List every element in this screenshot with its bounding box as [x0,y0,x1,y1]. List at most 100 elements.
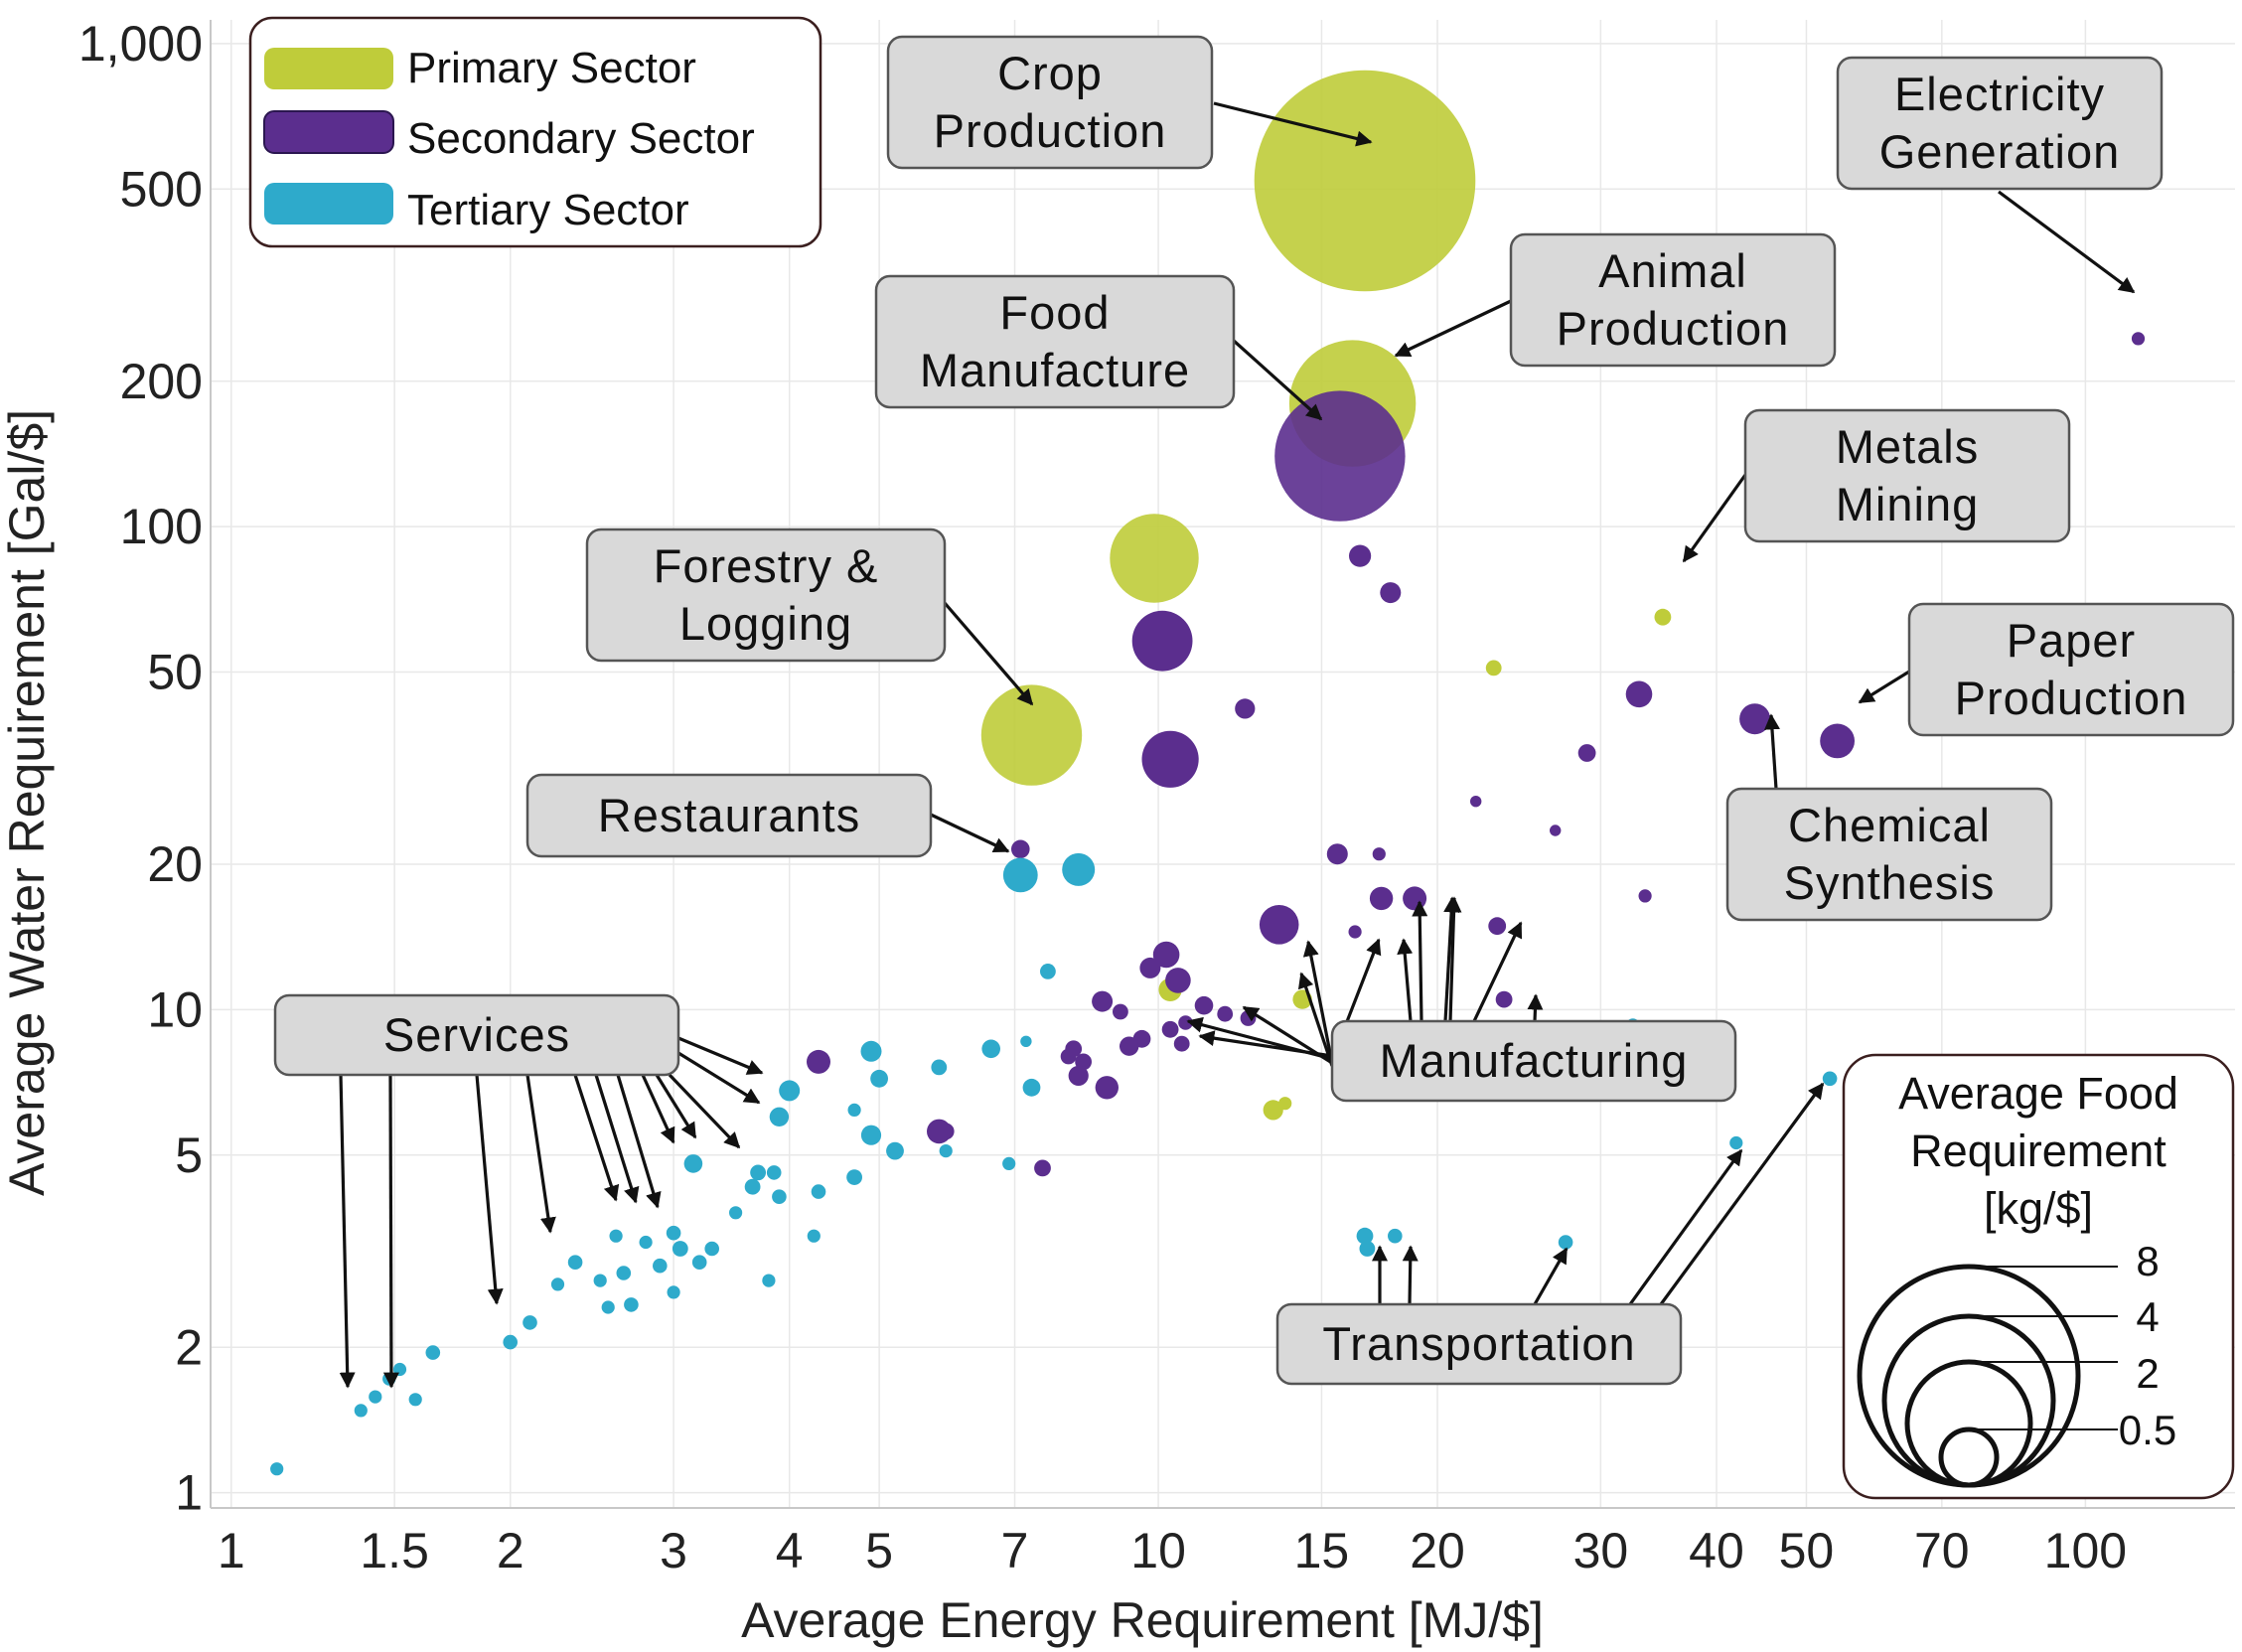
secondary-sector-bubble [1625,680,1653,708]
tertiary-sector-bubble [1040,964,1056,979]
callout-arrow [475,1074,504,1305]
tertiary-sector-bubble [1002,857,1038,893]
secondary-sector-bubble [1217,1005,1234,1022]
callout-box [1509,232,1837,368]
tertiary-sector-bubble [1022,1078,1041,1097]
primary-sector-bubble [1110,514,1199,603]
secondary-sector-bubble [807,1049,830,1074]
secondary-sector-bubble [1488,917,1507,936]
tertiary-sector-bubble [382,1372,396,1386]
callout-label: Production [934,104,1167,157]
callout-arrow [1763,713,1780,790]
tertiary-sector-bubble [931,1059,948,1076]
secondary-sector-bubble [1092,990,1114,1012]
callout-arrow [1394,299,1512,358]
callout-arrow [1297,972,1334,1067]
callout-box [273,993,680,1077]
callout-arrow [1213,101,1373,147]
tertiary-sector-bubble [666,1225,681,1241]
secondary-sector-bubble [1577,744,1596,762]
callout-box [585,527,947,663]
tertiary-sector-bubble [1729,1135,1743,1150]
callout-label: Services [383,1008,570,1061]
x-tick-label: 3 [660,1523,687,1578]
primary-sector-bubble [1485,660,1502,676]
callout-label: Logging [679,597,852,650]
callout-label: Chemical [1788,799,1991,851]
callout-arrow [943,601,1034,706]
tertiary-sector-bubble [766,1165,782,1180]
callout-arrow [573,1074,620,1202]
callout-label: Food [999,286,1110,339]
callout-arrow [594,1074,640,1204]
y-tick-label: 10 [147,981,203,1037]
tertiary-sector-bubble [1822,1071,1838,1087]
tertiary-sector-bubble [369,1390,382,1404]
x-tick-label: 70 [1914,1523,1970,1578]
secondary-sector-bubble [1068,1065,1089,1086]
callout-arrow [1443,896,1460,1022]
secondary-sector-bubble [1470,796,1482,808]
tertiary-sector-bubble [567,1255,583,1270]
secondary-sector-bubble [1141,730,1199,788]
callout-label: Manufacture [920,344,1190,396]
secondary-sector-bubble [1139,957,1161,978]
secondary-sector-bubble [927,1119,952,1144]
x-tick-label: 15 [1294,1523,1350,1578]
callout-label: Restaurants [598,789,860,841]
tertiary-sector-bubble [1002,1156,1016,1170]
x-tick-label: 7 [1001,1523,1029,1578]
tertiary-sector-bubble [425,1345,441,1360]
callout-box [1836,56,2164,191]
tertiary-sector-bubble [503,1334,518,1350]
callout-arrow [1659,1082,1825,1305]
legend-label-secondary: Secondary Sector [407,114,755,163]
secondary-sector-bubble [1380,582,1402,604]
tertiary-sector-bubble [847,1103,861,1117]
callout-arrow [930,813,1010,853]
tertiary-sector-bubble [779,1080,801,1102]
callout-label: Transportation [1322,1317,1635,1370]
x-tick-label: 40 [1689,1523,1744,1578]
secondary-sector-bubble [1235,698,1256,719]
tertiary-sector-bubble [772,1189,787,1204]
tertiary-sector-bubble [729,1206,743,1220]
x-tick-label: 30 [1573,1523,1629,1578]
tertiary-sector-bubble [683,1154,703,1173]
callout-label: Synthesis [1784,856,1996,909]
tertiary-sector-bubble [750,1164,766,1181]
callout-box [1725,787,2053,922]
tertiary-sector-bubble [860,1125,882,1145]
size-legend-value: 4 [2136,1293,2159,1340]
callout-services: Services [273,993,680,1077]
secondary-sector-bubble [1326,843,1348,865]
size-legend-title-line-3: [kg/$] [1984,1183,2093,1234]
tertiary-sector-bubble [616,1266,632,1280]
secondary-sector-bubble [1638,889,1652,903]
x-tick-label: 5 [865,1523,893,1578]
tertiary-sector-bubble [639,1235,653,1250]
tertiary-sector-bubble [939,1144,953,1158]
callouts: CropProductionElectricityGenerationAnima… [273,35,2235,1386]
legend-label-primary: Primary Sector [407,44,696,92]
secondary-sector-bubble [1259,905,1299,945]
tertiary-sector-bubble [811,1184,826,1199]
secondary-sector-bubble [2131,332,2146,346]
callout-arrow [1445,896,1462,1022]
legend-label-tertiary: Tertiary Sector [407,186,689,234]
callout-arrow [1232,339,1323,421]
size-legend-title-line-2: Requirement [1910,1126,2167,1176]
y-tick-label: 50 [147,645,203,700]
callout-box [1275,1302,1683,1386]
secondary-sector-bubble [1034,1159,1051,1177]
tertiary-sector-bubble [691,1255,707,1270]
tertiary-sector-bubble [653,1258,668,1274]
secondary-sector-bubble [1065,1040,1083,1058]
legend-swatch-primary [264,48,393,89]
callout-arrow [1998,190,2136,294]
